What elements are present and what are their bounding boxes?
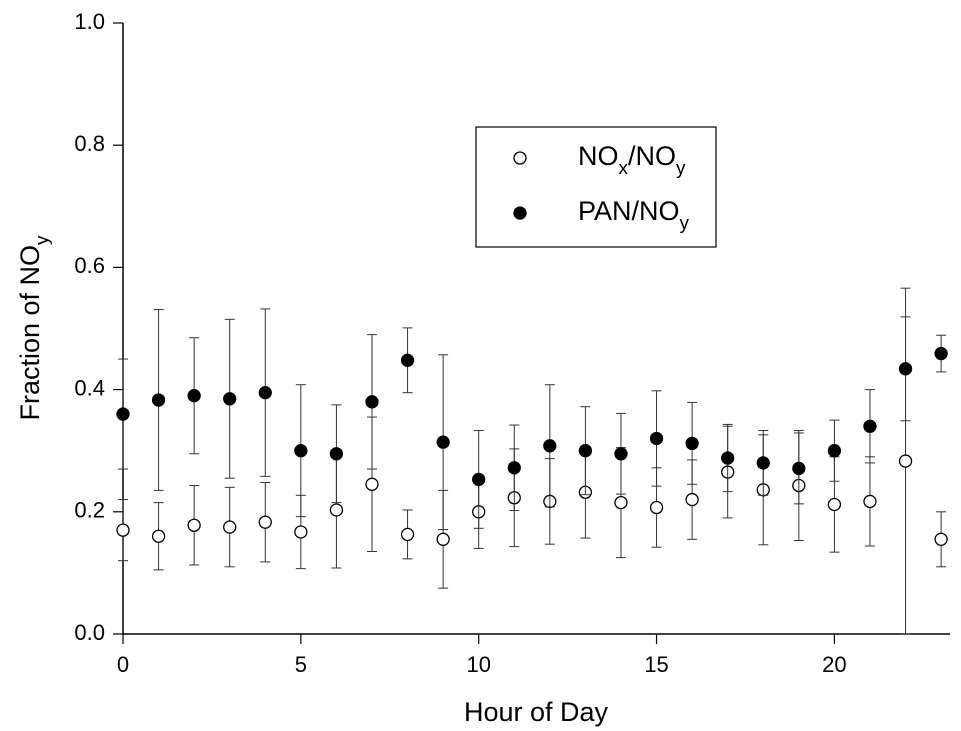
point: [436, 532, 450, 546]
point: [187, 389, 201, 403]
legend-label: PAN/NOy: [578, 196, 690, 233]
y-tick-label: 1.0: [74, 9, 105, 34]
x-tick-label: 20: [822, 652, 846, 677]
legend-box: [475, 126, 717, 248]
point: [934, 346, 948, 361]
point: [365, 395, 379, 409]
point: [649, 500, 664, 515]
x-tick-label: 10: [466, 652, 490, 677]
point: [827, 444, 842, 458]
point: [151, 393, 166, 407]
point: [436, 435, 450, 449]
point: [863, 419, 877, 433]
y-axis-title: Fraction of NOy: [15, 235, 52, 421]
point: [934, 532, 948, 546]
point: [543, 439, 557, 453]
point: [898, 362, 913, 376]
point: [685, 492, 699, 507]
legend-marker: [513, 151, 527, 165]
point: [721, 451, 735, 465]
legend-marker: [513, 206, 527, 220]
point: [400, 527, 415, 542]
x-tick-label: 15: [644, 652, 668, 677]
point: [151, 529, 166, 543]
point: [898, 454, 913, 468]
point: [507, 461, 521, 475]
point: [116, 407, 130, 421]
y-tick-label: 0.0: [74, 620, 105, 645]
x-tick-label: 0: [117, 652, 129, 677]
point: [827, 497, 842, 512]
point: [329, 447, 344, 461]
point: [685, 436, 699, 451]
point: [294, 444, 308, 458]
point: [649, 431, 664, 446]
point: [472, 472, 486, 487]
y-tick-label: 0.6: [74, 253, 105, 278]
point: [329, 503, 344, 517]
point: [792, 461, 806, 476]
point: [863, 494, 877, 509]
point: [187, 518, 201, 532]
point: [614, 447, 628, 461]
point: [578, 444, 593, 458]
y-tick-label: 0.2: [74, 498, 105, 523]
x-axis-title: Hour of Day: [464, 697, 609, 727]
y-tick-label: 0.4: [74, 375, 105, 400]
x-tick-label: 5: [295, 652, 307, 677]
point: [223, 520, 237, 534]
point: [294, 525, 308, 539]
point: [400, 353, 415, 367]
point: [258, 515, 272, 529]
legend-label: NOx/NOy: [578, 141, 686, 178]
point: [756, 456, 770, 470]
point: [116, 523, 130, 537]
point: [365, 477, 379, 491]
y-tick-label: 0.8: [74, 131, 105, 156]
point: [614, 495, 628, 510]
point: [258, 386, 272, 400]
point: [223, 392, 237, 406]
